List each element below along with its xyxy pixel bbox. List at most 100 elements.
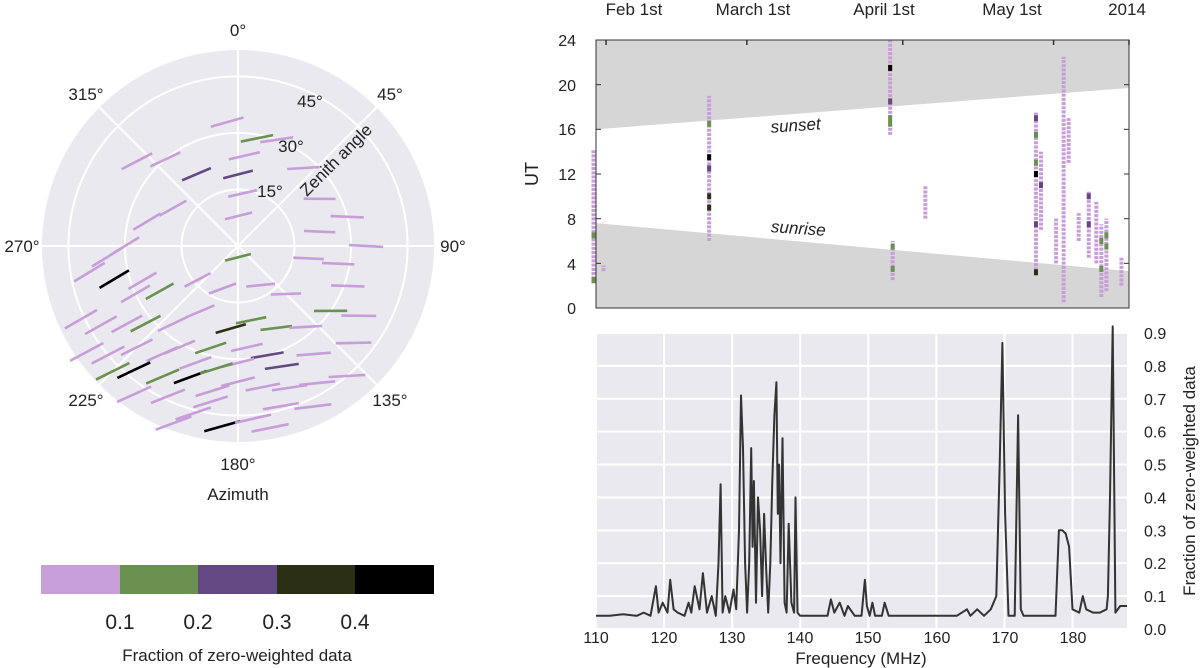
colorbar-tick-label: 0.1 — [105, 611, 134, 634]
track-segment — [349, 243, 384, 249]
track-segment — [287, 165, 320, 171]
colorbar-tick-label: 0.4 — [340, 611, 370, 634]
track-segment — [331, 284, 365, 288]
fraction-tick-label: 0.0 — [1144, 622, 1166, 639]
track-segment — [203, 419, 241, 433]
azimuth-tick-label: 180° — [220, 455, 255, 474]
azimuth-tick-label: 135° — [372, 391, 407, 410]
freq-tick-label: 120 — [651, 630, 678, 647]
track-segment — [145, 368, 180, 385]
fraction-tick-label: 0.1 — [1144, 589, 1166, 606]
freq-tick-label: 180 — [1060, 630, 1087, 647]
ut-tick-label: 8 — [567, 212, 576, 229]
azimuth-grid-spoke — [237, 106, 378, 247]
track-segment — [294, 403, 332, 411]
ut-observation-columns — [591, 40, 1124, 303]
track-segment — [222, 169, 254, 180]
track-segment — [181, 166, 212, 182]
freq-tick-label: 130 — [719, 630, 746, 647]
colorbar: 0.1 0.2 0.3 0.4 Fraction of zero-weighte… — [41, 565, 434, 665]
azimuth-tick-label: 45° — [377, 85, 403, 104]
zenith-tick-label: 45° — [297, 92, 323, 111]
colorbar-tick-label: 0.3 — [262, 611, 291, 634]
freq-tick-label: 110 — [583, 630, 609, 647]
track-segment — [116, 361, 151, 380]
track-segment — [132, 212, 162, 231]
track-segment — [150, 388, 186, 405]
ut-tick-label: 4 — [567, 257, 576, 274]
track-segment — [264, 362, 299, 371]
freq-tick-label: 150 — [855, 630, 882, 647]
zero-weight-fraction-line — [596, 325, 1127, 617]
freq-tick-label: 160 — [924, 630, 951, 647]
track-segment — [73, 261, 106, 283]
track-segment — [260, 136, 294, 144]
sky-track-plot: 0° 45° 90° 135° 180° 225° 270° 315° 15° … — [4, 21, 465, 504]
colorbar-bin-3 — [277, 565, 355, 594]
track-segment — [120, 338, 153, 357]
frequency-grid — [595, 332, 1127, 630]
track-segment — [289, 324, 323, 330]
track-segment — [183, 271, 212, 288]
ut-axis-label: UT — [522, 162, 542, 186]
track-segment — [120, 284, 151, 304]
track-segment — [335, 341, 372, 345]
track-segment — [215, 323, 247, 335]
sunset-band — [596, 40, 1129, 130]
colorbar-tick-label: 0.2 — [183, 611, 212, 634]
track-segment — [235, 315, 267, 325]
track-segment — [262, 401, 300, 411]
track-segment — [299, 380, 336, 387]
fraction-tick-label: 0.4 — [1144, 490, 1166, 507]
track-segment — [194, 341, 227, 355]
track-segment — [158, 199, 187, 217]
colorbar-label: Fraction of zero-weighted data — [122, 646, 352, 665]
track-segment — [210, 116, 244, 128]
ut-tick-label: 20 — [558, 78, 576, 95]
track-segment — [208, 282, 237, 295]
freq-tick-label: 140 — [787, 630, 814, 647]
track-segment — [163, 339, 196, 355]
fraction-tick-label: 0.9 — [1144, 326, 1166, 343]
track-segment — [224, 211, 253, 221]
frequency-axis-label: Frequency (MHz) — [795, 649, 926, 668]
track-segment — [121, 152, 153, 171]
track-segment — [230, 342, 263, 353]
track-segment — [246, 282, 276, 288]
azimuth-axis-label: Azimuth — [207, 485, 268, 504]
polar-tracks — [64, 116, 384, 433]
frequency-plot: 110 120 130 140 150 160 170 180 Frequenc… — [583, 325, 1199, 668]
time-of-day-plot: sunset sunrise UT Feb 1st March 1st Apri… — [522, 0, 1146, 318]
freq-tick-label: 170 — [992, 630, 1019, 647]
date-tick-label: March 1st — [716, 0, 791, 19]
azimuth-grid-spoke — [237, 245, 378, 386]
fraction-tick-label: 0.2 — [1144, 556, 1166, 573]
track-segment — [192, 395, 229, 409]
track-segment — [296, 351, 331, 357]
azimuth-tick-label: 315° — [68, 85, 103, 104]
track-segment — [175, 406, 212, 421]
date-tick-label: 2014 — [1108, 0, 1146, 19]
track-segment — [303, 229, 336, 234]
zenith-tick-label: 15° — [257, 182, 283, 201]
fraction-tick-label: 0.8 — [1144, 359, 1166, 376]
azimuth-tick-label: 0° — [230, 21, 246, 40]
track-segment — [293, 256, 324, 261]
track-segment — [240, 133, 274, 143]
track-segment — [328, 373, 366, 379]
azimuth-grid-spoke — [98, 106, 239, 247]
colorbar-bin-4 — [355, 565, 434, 594]
track-segment — [330, 214, 364, 219]
colorbar-bin-0 — [41, 565, 120, 594]
track-segment — [179, 355, 212, 370]
zenith-tick-label: 30° — [278, 137, 304, 156]
track-segment — [145, 282, 175, 301]
ut-tick-label: 24 — [558, 33, 576, 50]
track-segment — [110, 314, 143, 334]
sunrise-label: sunrise — [770, 217, 826, 240]
ut-tick-label: 0 — [567, 301, 576, 318]
fraction-tick-label: 0.3 — [1144, 523, 1166, 540]
track-segment — [224, 252, 252, 262]
date-tick-label: May 1st — [982, 0, 1042, 19]
